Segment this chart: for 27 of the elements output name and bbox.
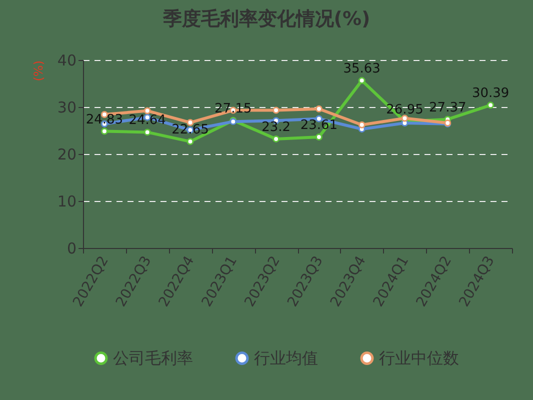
y-tick-label: 30 — [57, 98, 76, 116]
point — [144, 128, 151, 136]
y-tick-label: 40 — [57, 52, 76, 70]
legend-label: 公司毛利率 — [113, 348, 193, 368]
point — [315, 134, 322, 141]
point — [487, 102, 494, 109]
data-label: 30.39 — [472, 86, 510, 102]
point — [272, 135, 280, 142]
point — [358, 121, 366, 128]
point — [144, 107, 151, 114]
point — [186, 138, 194, 146]
point — [358, 77, 366, 84]
y-tick-label: 0 — [66, 240, 76, 258]
data-label: 35.63 — [343, 62, 380, 77]
legend-label: 行业中位数 — [379, 348, 459, 368]
y-tick-label: 10 — [57, 192, 76, 210]
data-label: 27.37 — [429, 100, 466, 116]
point — [100, 128, 108, 135]
point — [272, 106, 280, 114]
legend-label: 行业均值 — [254, 348, 318, 368]
y-axis-title: (%) — [31, 60, 46, 82]
chart-title: 季度毛利率变化情况(%) — [162, 8, 370, 30]
y-tick-label: 20 — [57, 146, 76, 164]
data-label: 23.2 — [262, 120, 291, 135]
point — [315, 105, 322, 112]
data-label: 27.15 — [214, 101, 252, 116]
data-label: 24.83 — [86, 112, 124, 128]
